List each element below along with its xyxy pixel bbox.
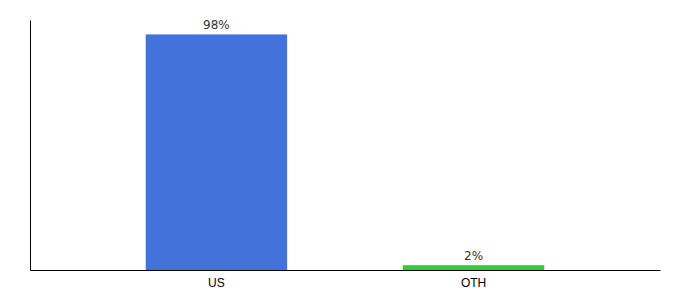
x-tick-label: US bbox=[208, 276, 225, 290]
data-label: 2% bbox=[464, 249, 483, 263]
chart: US OTH 98% 2% bbox=[0, 0, 680, 300]
bar bbox=[146, 34, 287, 270]
x-tick: US bbox=[208, 270, 225, 290]
x-axis-line bbox=[31, 270, 661, 271]
bar bbox=[403, 265, 544, 270]
data-label: 98% bbox=[203, 18, 230, 32]
y-axis bbox=[30, 21, 31, 271]
data-labels: 98% 2% bbox=[203, 18, 483, 263]
y-axis-line bbox=[30, 21, 31, 271]
plot: US OTH 98% 2% bbox=[31, 18, 661, 289]
x-axis: US OTH bbox=[31, 270, 661, 290]
bars bbox=[146, 34, 545, 270]
x-tick: OTH bbox=[461, 270, 486, 290]
x-tick-label: OTH bbox=[461, 276, 486, 290]
